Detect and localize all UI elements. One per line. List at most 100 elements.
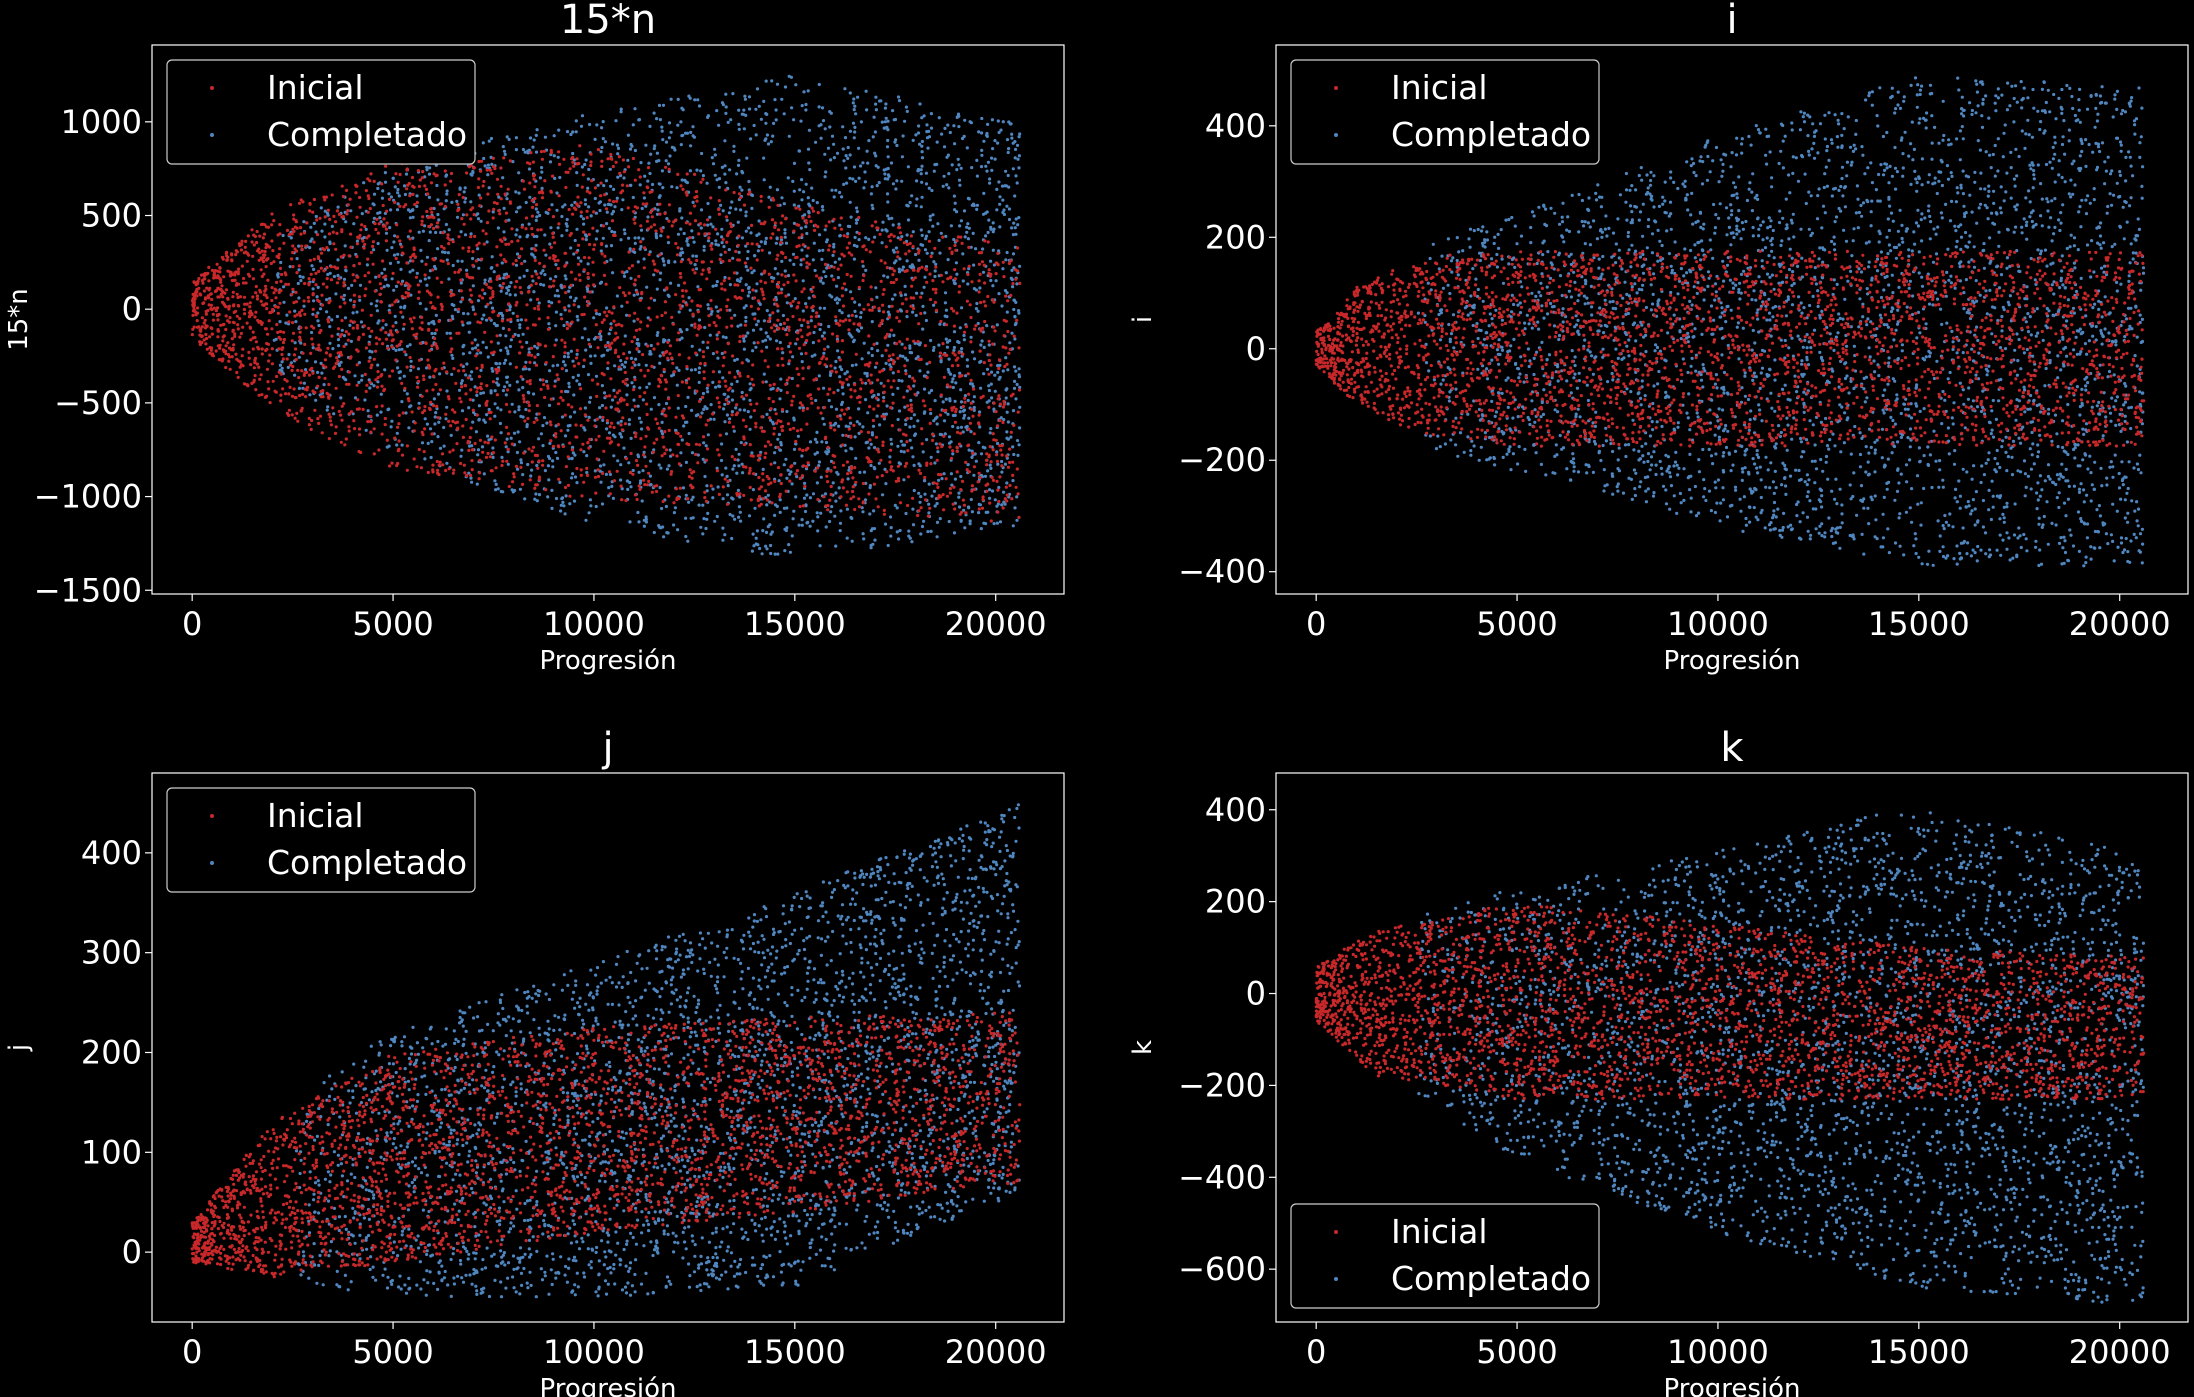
scatter-point	[806, 196, 810, 200]
scatter-point	[759, 327, 763, 331]
scatter-point	[854, 352, 858, 356]
scatter-point	[502, 149, 507, 153]
scatter-point	[888, 455, 892, 459]
scatter-point	[392, 253, 397, 257]
scatter-point	[401, 327, 406, 331]
scatter-point	[691, 125, 695, 129]
scatter-point	[353, 374, 357, 378]
scatter-point	[738, 185, 742, 189]
scatter-point	[827, 248, 831, 252]
scatter-point	[411, 215, 415, 219]
scatter-point	[517, 388, 521, 392]
scatter-point	[830, 188, 834, 192]
scatter-point	[1011, 479, 1015, 483]
scatter-point	[849, 290, 853, 294]
scatter-point	[619, 238, 623, 242]
scatter-point	[603, 203, 607, 207]
scatter-point	[724, 466, 728, 470]
scatter-point	[827, 220, 831, 224]
scatter-point	[966, 222, 970, 226]
scatter-point	[364, 287, 368, 291]
scatter-point	[486, 355, 490, 359]
scatter-point	[556, 294, 561, 298]
scatter-point	[506, 187, 510, 191]
scatter-point	[871, 135, 875, 139]
scatter-point	[934, 262, 938, 266]
scatter-point	[260, 352, 264, 356]
scatter-point	[481, 450, 485, 454]
scatter-point	[505, 380, 509, 384]
scatter-point	[930, 251, 934, 255]
scatter-point	[661, 103, 666, 107]
scatter-point	[521, 473, 525, 477]
scatter-point	[1004, 169, 1008, 173]
scatter-point	[549, 226, 553, 230]
scatter-point	[930, 494, 934, 498]
scatter-point	[716, 243, 721, 247]
scatter-point	[396, 187, 400, 192]
scatter-point	[625, 313, 629, 317]
scatter-point	[900, 342, 904, 346]
scatter-point	[852, 423, 856, 427]
scatter-point	[241, 281, 246, 285]
scatter-point	[944, 337, 948, 341]
scatter-point	[646, 215, 650, 219]
scatter-point	[548, 456, 552, 461]
scatter-point	[821, 208, 825, 212]
scatter-point	[683, 420, 688, 424]
scatter-point	[279, 279, 283, 283]
scatter-point	[527, 409, 531, 413]
scatter-point	[998, 375, 1002, 379]
scatter-point	[324, 351, 329, 355]
scatter-point	[507, 218, 511, 222]
scatter-point	[927, 186, 931, 190]
scatter-point	[873, 235, 877, 239]
scatter-point	[544, 253, 548, 257]
scatter-point	[751, 532, 755, 536]
scatter-point	[811, 309, 815, 313]
scatter-point	[689, 516, 693, 520]
scatter-point	[498, 421, 502, 426]
scatter-point	[496, 383, 500, 387]
scatter-point	[731, 389, 735, 393]
scatter-point	[736, 324, 740, 328]
scatter-point	[551, 235, 555, 239]
scatter-point	[679, 434, 683, 438]
scatter-point	[554, 310, 559, 314]
scatter-point	[662, 535, 666, 539]
scatter-point	[474, 430, 478, 434]
scatter-point	[316, 370, 320, 374]
scatter-point	[996, 502, 1000, 506]
scatter-point	[637, 118, 641, 122]
scatter-point	[792, 262, 796, 266]
scatter-point	[927, 482, 931, 486]
scatter-point	[849, 497, 853, 501]
scatter-point	[1009, 259, 1013, 263]
scatter-point	[835, 296, 839, 300]
scatter-point	[572, 499, 577, 503]
scatter-point	[1012, 386, 1017, 390]
scatter-point	[564, 251, 568, 255]
scatter-point	[312, 299, 316, 303]
scatter-point	[788, 550, 793, 554]
scatter-point	[460, 448, 464, 452]
scatter-point	[376, 182, 380, 186]
scatter-point	[862, 537, 866, 541]
scatter-point	[547, 322, 551, 326]
scatter-point	[917, 248, 921, 253]
scatter-point	[297, 268, 301, 272]
scatter-point	[449, 433, 453, 437]
scatter-point	[421, 229, 425, 233]
scatter-point	[872, 482, 877, 486]
scatter-point	[731, 514, 735, 518]
scatter-point	[904, 297, 908, 301]
scatter-point	[845, 181, 849, 185]
scatter-point	[994, 438, 998, 442]
scatter-point	[594, 374, 599, 378]
scatter-point	[957, 290, 961, 294]
scatter-point	[726, 484, 730, 488]
scatter-point	[583, 406, 588, 410]
scatter-point	[957, 340, 961, 345]
scatter-point	[447, 467, 451, 471]
scatter-point	[535, 346, 539, 350]
